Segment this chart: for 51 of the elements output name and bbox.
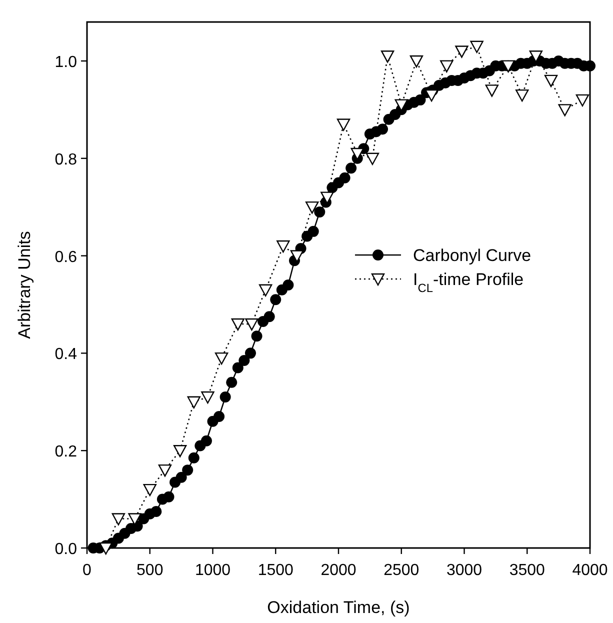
point — [143, 484, 156, 496]
point — [350, 148, 364, 160]
point — [245, 318, 258, 331]
legend-label: I$_{CL}$-time Profile — [413, 270, 524, 295]
point — [201, 391, 214, 404]
x-tick-label: 0 — [82, 562, 92, 579]
point — [529, 50, 543, 63]
point — [320, 192, 334, 204]
point — [158, 464, 172, 477]
x-tick-label: 500 — [136, 562, 164, 579]
point — [394, 99, 408, 112]
point — [336, 118, 350, 131]
point — [455, 46, 468, 58]
x-tick-label: 3000 — [446, 562, 482, 579]
x-tick-label: 4000 — [572, 562, 608, 579]
x-axis-title: Oxidation Time, (s) — [267, 598, 410, 617]
y-tick-label: 0.0 — [54, 541, 78, 558]
x-tick-label: 1500 — [258, 562, 294, 579]
point — [576, 94, 590, 107]
y-axis-title: Arbitrary Units — [15, 231, 34, 339]
y-tick-label: 0.4 — [54, 346, 78, 364]
x-tick-label: 3500 — [509, 562, 546, 579]
point — [515, 89, 529, 102]
point — [485, 84, 499, 97]
point — [231, 318, 244, 331]
legend-label: Carbonyl Curve — [413, 246, 532, 265]
point — [99, 542, 112, 555]
point — [187, 396, 200, 408]
point — [290, 250, 304, 262]
y-tick-label: 0.8 — [54, 151, 78, 168]
point — [276, 240, 290, 253]
y-tick-label: 1.0 — [54, 54, 78, 71]
point — [128, 513, 142, 526]
point — [214, 352, 228, 365]
x-tick-label: 1000 — [194, 562, 231, 579]
y-tick-label: 0.6 — [54, 248, 78, 266]
point — [112, 513, 126, 526]
point — [305, 201, 319, 214]
point — [410, 55, 424, 68]
point — [380, 50, 394, 63]
point — [258, 284, 272, 296]
y-tick-label: 0.2 — [54, 444, 78, 461]
point — [558, 104, 572, 116]
x-tick-label: 2500 — [384, 562, 420, 579]
point — [470, 40, 484, 53]
point — [173, 444, 187, 458]
point — [366, 152, 380, 165]
point — [544, 74, 558, 88]
point — [424, 89, 438, 102]
point — [440, 60, 454, 72]
x-tick-label: 2000 — [320, 562, 356, 579]
